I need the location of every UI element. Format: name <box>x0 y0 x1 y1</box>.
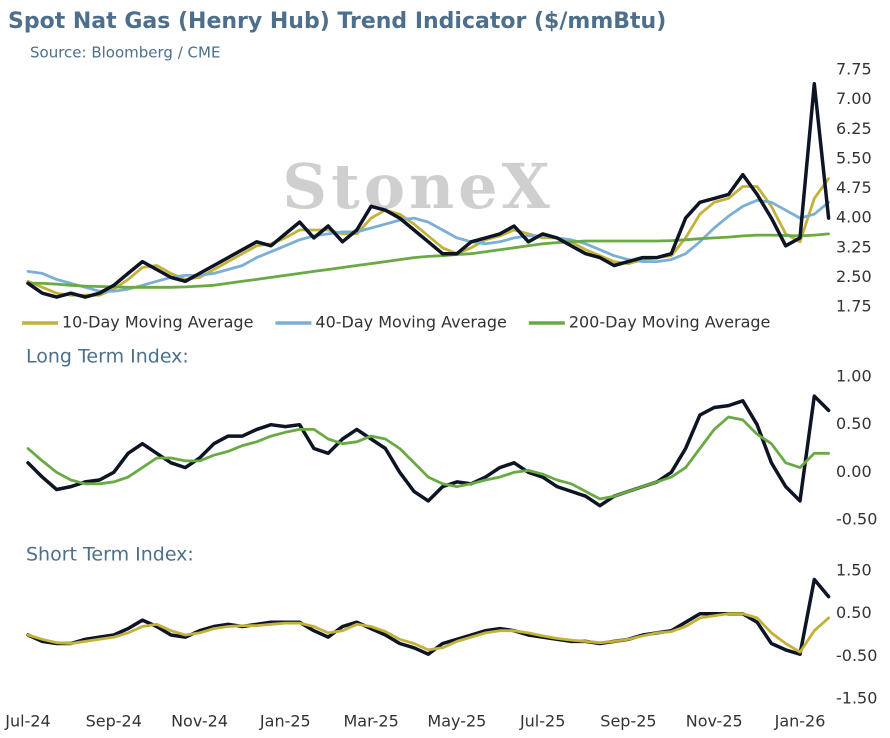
panel-title: Long Term Index: <box>26 346 189 368</box>
panel-title: Short Term Index: <box>26 544 194 566</box>
y-tick-label: -0.50 <box>836 646 877 665</box>
y-tick-label: 7.00 <box>836 89 872 108</box>
x-tick-label: Jan-25 <box>259 712 311 731</box>
x-tick-label: Nov-24 <box>171 712 228 731</box>
y-tick-label: 7.75 <box>836 60 872 79</box>
legend-label: 10-Day Moving Average <box>62 313 253 332</box>
legend-label: 200-Day Moving Average <box>569 313 771 332</box>
x-tick-label: Jul-24 <box>4 712 50 731</box>
chart-title: Spot Nat Gas (Henry Hub) Trend Indicator… <box>8 9 666 34</box>
x-tick-label: Jul-25 <box>519 712 565 731</box>
y-tick-label: -0.50 <box>836 510 877 529</box>
y-tick-label: 1.50 <box>836 561 872 580</box>
watermark: StoneX <box>282 150 553 223</box>
y-tick-label: -1.50 <box>836 689 877 708</box>
x-tick-label: Jan-26 <box>774 712 826 731</box>
legend-label: 40-Day Moving Average <box>315 313 506 332</box>
chart-subtitle: Source: Bloomberg / CME <box>30 44 220 62</box>
line-series <box>26 577 831 656</box>
y-tick-label: 5.50 <box>836 148 872 167</box>
y-tick-label: 0.50 <box>836 603 872 622</box>
x-tick-label: Mar-25 <box>343 712 398 731</box>
x-tick-label: Sep-24 <box>86 712 142 731</box>
y-tick-label: 6.25 <box>836 119 872 138</box>
line-series <box>26 198 830 293</box>
y-tick-label: 1.75 <box>836 297 872 316</box>
line-series <box>26 394 831 508</box>
x-tick-label: Sep-25 <box>600 712 656 731</box>
y-tick-label: 4.75 <box>836 178 872 197</box>
y-tick-label: 4.00 <box>836 208 872 227</box>
y-tick-label: 1.00 <box>836 367 872 386</box>
x-tick-label: May-25 <box>427 712 486 731</box>
y-tick-label: 0.50 <box>836 414 872 433</box>
y-tick-label: 3.25 <box>836 237 872 256</box>
line-series <box>26 82 831 299</box>
line-series <box>26 612 830 654</box>
line-series <box>26 415 830 501</box>
x-tick-label: Nov-25 <box>686 712 743 731</box>
y-tick-label: 0.00 <box>836 462 872 481</box>
y-tick-label: 2.50 <box>836 267 872 286</box>
line-series <box>26 232 830 289</box>
line-series <box>26 177 830 297</box>
